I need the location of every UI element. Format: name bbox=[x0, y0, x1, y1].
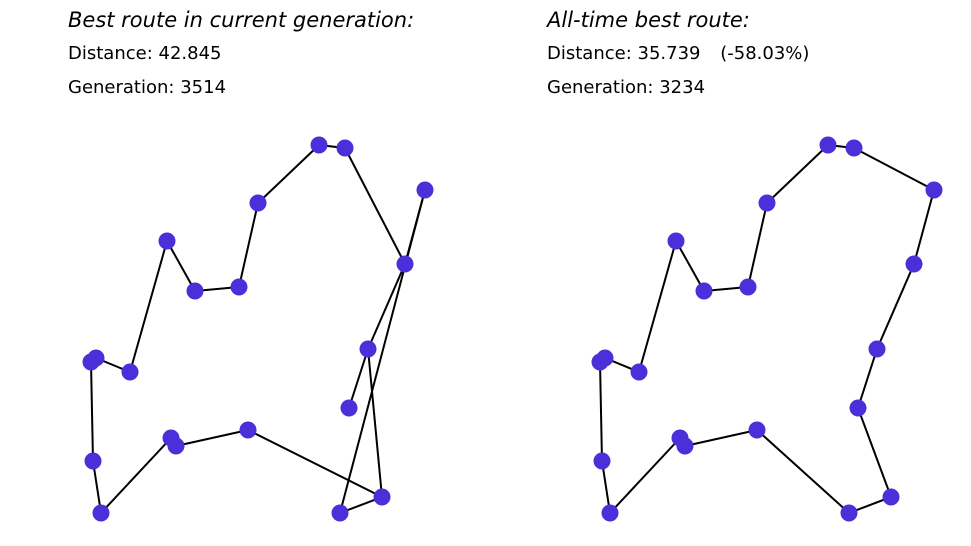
current-generation-label: Generation: bbox=[68, 77, 175, 98]
alltime-city-node bbox=[925, 181, 943, 199]
alltime-distance-value: 35.739 bbox=[637, 43, 701, 64]
alltime-generation-value: 3234 bbox=[659, 77, 706, 98]
current-route-edge bbox=[238, 202, 259, 288]
alltime-route-edge bbox=[638, 240, 677, 373]
alltime-city-node bbox=[748, 421, 766, 439]
current-route-edge bbox=[247, 429, 383, 498]
current-route-edge bbox=[90, 361, 94, 462]
current-route-edge bbox=[257, 144, 320, 204]
current-city-node bbox=[84, 452, 102, 470]
current-city-node bbox=[336, 139, 354, 157]
current-generation-line: Generation: 3514 bbox=[68, 77, 226, 98]
alltime-generation-line: Generation: 3234 bbox=[547, 77, 705, 98]
current-city-node bbox=[82, 353, 100, 371]
alltime-city-node bbox=[630, 363, 648, 381]
current-city-node bbox=[121, 363, 139, 381]
current-city-node bbox=[310, 136, 328, 154]
alltime-city-node bbox=[868, 340, 886, 358]
alltime-route-edge bbox=[609, 437, 681, 514]
alltime-city-node bbox=[849, 399, 867, 417]
current-city-node bbox=[186, 282, 204, 300]
alltime-route-edge bbox=[756, 429, 850, 514]
current-route-edge bbox=[367, 263, 406, 350]
alltime-route-graph bbox=[591, 136, 943, 522]
alltime-route-title: All-time best route: bbox=[547, 8, 750, 32]
current-route-graph bbox=[82, 136, 434, 522]
current-generation-value: 3514 bbox=[180, 77, 227, 98]
alltime-route-edge bbox=[857, 407, 892, 498]
current-city-node bbox=[331, 504, 349, 522]
alltime-city-node bbox=[739, 278, 757, 296]
alltime-generation-label: Generation: bbox=[547, 77, 654, 98]
alltime-best-panel: All-time best route: Distance: 35.739 (-… bbox=[480, 0, 950, 546]
current-distance-line: Distance: 42.845 bbox=[68, 43, 222, 64]
current-route-edge bbox=[344, 147, 406, 265]
alltime-route-edge bbox=[675, 240, 705, 292]
alltime-city-node bbox=[676, 437, 694, 455]
current-city-node bbox=[340, 399, 358, 417]
alltime-route-edge bbox=[913, 189, 935, 265]
current-route-edge bbox=[166, 240, 196, 292]
alltime-route-edge bbox=[853, 147, 935, 191]
current-route-title: Best route in current generation: bbox=[68, 8, 415, 32]
current-route-edge bbox=[367, 348, 383, 498]
current-generation-panel: Best route in current generation: Distan… bbox=[0, 0, 470, 546]
current-city-node bbox=[92, 504, 110, 522]
alltime-route-edge bbox=[599, 361, 603, 462]
current-city-node bbox=[158, 232, 176, 250]
current-distance-value: 42.845 bbox=[158, 43, 222, 64]
current-route-edge bbox=[100, 437, 172, 514]
alltime-city-node bbox=[591, 353, 609, 371]
current-city-node bbox=[249, 194, 267, 212]
alltime-city-node bbox=[695, 282, 713, 300]
current-city-node bbox=[239, 421, 257, 439]
current-route-edge bbox=[129, 240, 168, 373]
current-city-node bbox=[396, 255, 414, 273]
current-city-node bbox=[230, 278, 248, 296]
alltime-route-edge bbox=[857, 348, 878, 409]
alltime-route-edge bbox=[766, 144, 829, 204]
alltime-city-node bbox=[593, 452, 611, 470]
alltime-city-node bbox=[758, 194, 776, 212]
current-route-edge bbox=[92, 460, 102, 514]
alltime-route-edge bbox=[876, 263, 915, 350]
alltime-city-node bbox=[882, 488, 900, 506]
alltime-distance-label: Distance: bbox=[547, 43, 632, 64]
alltime-route-edge bbox=[601, 460, 611, 514]
current-city-node bbox=[167, 437, 185, 455]
alltime-route-edge bbox=[684, 429, 758, 447]
current-route-edge bbox=[175, 429, 249, 447]
current-city-node bbox=[416, 181, 434, 199]
current-route-edge bbox=[339, 189, 426, 514]
alltime-city-node bbox=[819, 136, 837, 154]
current-city-node bbox=[359, 340, 377, 358]
alltime-city-node bbox=[667, 232, 685, 250]
current-route-edge bbox=[348, 348, 369, 409]
alltime-city-node bbox=[601, 504, 619, 522]
alltime-route-edge bbox=[747, 202, 768, 288]
alltime-city-node bbox=[905, 255, 923, 273]
alltime-distance-line: Distance: 35.739 (-58.03%) bbox=[547, 43, 809, 64]
current-city-node bbox=[373, 488, 391, 506]
alltime-city-node bbox=[845, 139, 863, 157]
alltime-distance-delta: (-58.03%) bbox=[720, 43, 810, 64]
alltime-city-node bbox=[840, 504, 858, 522]
current-distance-label: Distance: bbox=[68, 43, 153, 64]
